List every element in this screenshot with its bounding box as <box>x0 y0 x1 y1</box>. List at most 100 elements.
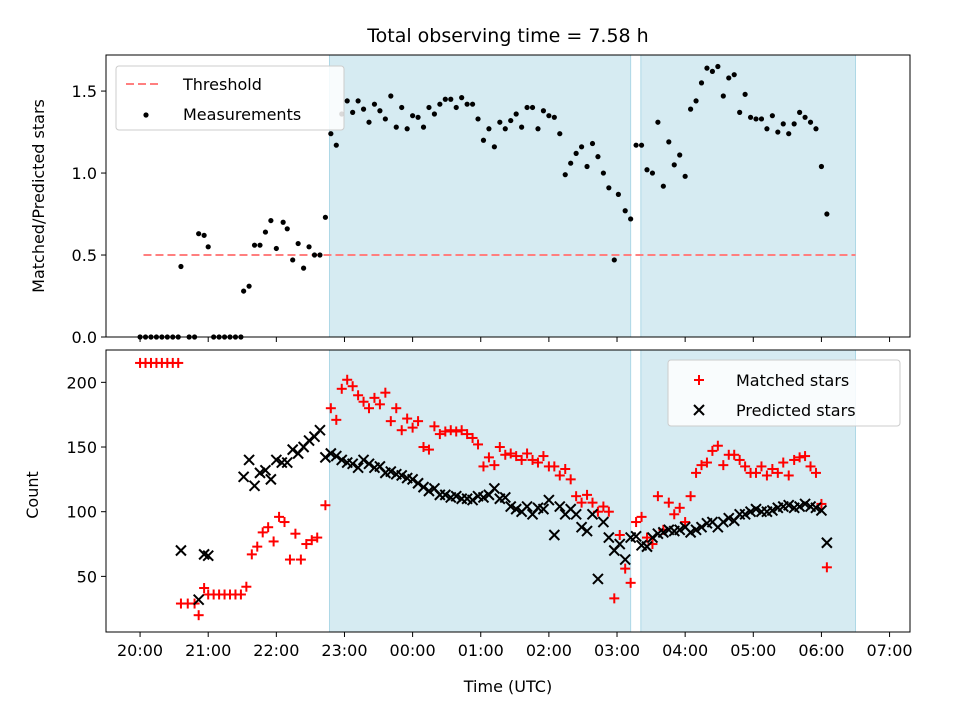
matched-star-point <box>353 390 364 401</box>
matched-star-point <box>429 421 440 432</box>
bottom-panel-xlabel: Time (UTC) <box>463 677 552 696</box>
bottom-legend-box <box>667 359 901 427</box>
matched-star-point <box>718 460 729 471</box>
measurement-point <box>371 101 378 107</box>
predicted-star-point <box>175 544 187 557</box>
measurement-point <box>802 114 808 120</box>
measurement-point <box>600 170 606 176</box>
matched-star-point <box>235 589 246 600</box>
bottom-frame <box>105 349 911 633</box>
measurement-point <box>442 96 448 102</box>
matched-star-point <box>614 529 625 540</box>
bottom-ytick-label: 150 <box>66 438 97 457</box>
predicted-star-point <box>821 537 833 549</box>
matched-star-point <box>342 374 353 385</box>
matched-star-point <box>636 511 647 522</box>
predicted-star-point <box>466 494 479 506</box>
measurement-point <box>280 219 286 225</box>
measurement-point <box>519 124 525 130</box>
measurement-point <box>497 119 503 125</box>
predicted-star-point <box>499 491 511 504</box>
measurement-point <box>284 226 290 232</box>
matched-star-point <box>691 467 702 478</box>
matched-star-point <box>252 541 263 552</box>
matched-star-point <box>609 593 620 604</box>
predicted-star-point <box>641 540 653 553</box>
matched-star-point <box>532 457 543 468</box>
measurement-point <box>786 131 792 137</box>
matched-star-point <box>674 502 685 513</box>
measurement-point <box>420 124 427 130</box>
matched-star-point <box>489 460 500 471</box>
top-ytick-label: 1.0 <box>72 164 97 183</box>
predicted-star-point <box>259 464 272 477</box>
measurement-point <box>666 139 672 145</box>
predicted-star-point <box>581 525 593 537</box>
bottom-ytick-label: 100 <box>66 503 97 522</box>
measurement-point <box>328 131 334 137</box>
measurement-point <box>246 283 252 289</box>
measurement-point <box>360 106 367 112</box>
matched-star-point <box>483 452 494 463</box>
measurement-point <box>273 245 279 252</box>
measurement-point <box>257 242 263 248</box>
matched-star-point <box>241 581 252 592</box>
legend-matched-label: Matched stars <box>736 371 849 390</box>
matched-star-point <box>598 501 609 512</box>
matched-star-point <box>603 506 614 517</box>
measurement-point <box>551 114 557 120</box>
measurement-point <box>529 104 536 111</box>
bottom-xtick-label: 00:00 <box>390 641 436 660</box>
bottom-ytick-label: 200 <box>66 373 97 392</box>
matched-star-point <box>810 467 821 478</box>
measurement-point <box>606 185 612 191</box>
predicted-star-point <box>202 549 214 562</box>
matched-star-point <box>193 610 204 621</box>
bottom-xtick-label: 01:00 <box>458 641 504 660</box>
measurement-point <box>491 144 497 150</box>
matched-star-point <box>505 448 516 459</box>
predicted-star-point <box>695 521 708 533</box>
matched-star-point <box>707 445 718 456</box>
measurement-point <box>377 108 383 114</box>
predicted-star-point <box>286 443 299 456</box>
predicted-star-point <box>314 424 326 436</box>
measurement-point <box>322 214 328 220</box>
matched-star-point <box>284 554 295 565</box>
measurement-point <box>366 119 372 125</box>
legend-matched-swatch <box>694 375 704 385</box>
measurement-point <box>415 114 421 120</box>
measurement-point <box>615 191 621 197</box>
matched-star-point <box>473 439 484 450</box>
measurement-point <box>693 98 699 104</box>
matched-star-point <box>631 517 642 528</box>
matched-star-point <box>347 381 358 392</box>
measurement-point <box>660 183 666 189</box>
predicted-star-point <box>630 530 642 542</box>
measurement-point <box>448 96 454 102</box>
top-ytick-label: 1.5 <box>72 82 97 101</box>
predicted-star-point <box>521 500 533 513</box>
measurement-point <box>410 113 416 119</box>
predicted-star-point <box>543 494 555 506</box>
measurement-point <box>742 91 748 97</box>
matched-star-point <box>794 452 805 463</box>
measurement-point <box>753 116 759 122</box>
bottom-observing-window <box>328 349 632 633</box>
matched-star-point <box>369 392 380 403</box>
bottom-xtick-label: 07:00 <box>867 641 913 660</box>
matched-star-point <box>587 497 598 508</box>
measurement-point <box>388 93 394 99</box>
measurement-point <box>546 113 552 119</box>
measurement-point <box>399 104 405 111</box>
matched-star-point <box>712 440 723 451</box>
matched-star-point <box>467 432 478 443</box>
measurement-point <box>486 126 492 132</box>
measurement-point <box>628 216 634 222</box>
predicted-star-point <box>717 516 730 528</box>
legend-predicted-swatch <box>693 404 705 416</box>
matched-star-point <box>756 461 767 472</box>
measurement-point <box>797 109 803 115</box>
matched-star-point <box>257 527 268 538</box>
predicted-star-point <box>575 521 588 533</box>
